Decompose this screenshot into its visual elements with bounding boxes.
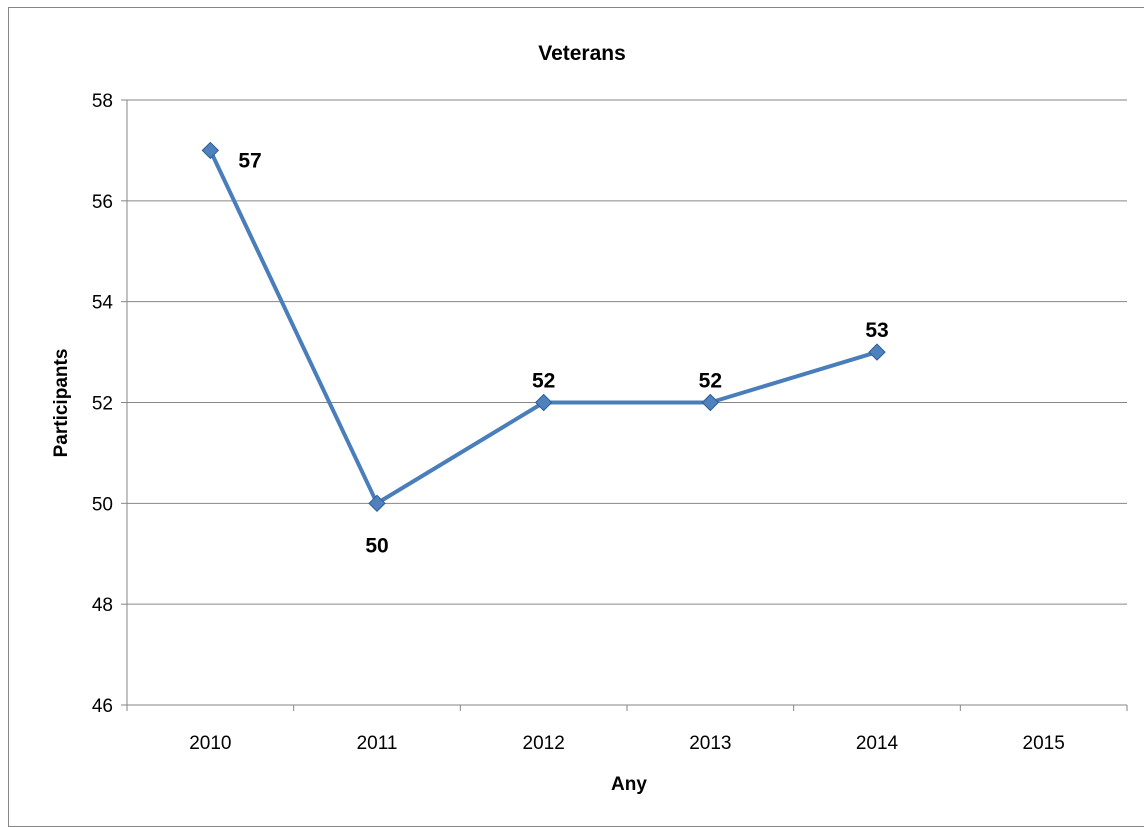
y-tick-label: 52	[92, 394, 113, 415]
chart-title: Veterans	[538, 42, 626, 65]
x-tick-label: 2014	[856, 733, 899, 754]
y-tick-label: 54	[92, 293, 114, 314]
y-axis-title: Participants	[51, 349, 72, 458]
x-tick-label: 2011	[357, 733, 398, 754]
data-label-2013: 52	[699, 370, 722, 393]
x-tick-label: 2013	[689, 733, 731, 754]
data-point-2011	[368, 494, 386, 513]
y-tick-label: 56	[92, 192, 113, 213]
data-point-2012	[534, 393, 553, 412]
data-labels: 57 50 52 52 53	[238, 149, 888, 557]
series-markers	[201, 141, 886, 513]
data-label-2014: 53	[865, 319, 888, 342]
x-tick-label: 2010	[189, 733, 231, 754]
y-tick-label: 58	[92, 91, 113, 112]
x-tick-label: 2015	[1023, 733, 1065, 754]
y-axis-tick-labels: 46 48 50 52 54 56 58	[92, 91, 114, 717]
data-label-2010: 57	[238, 149, 261, 172]
x-axis-tick-labels: 2010 2011 2012 2013 2014 2015	[189, 733, 1065, 754]
data-point-2014	[868, 343, 886, 361]
y-tick-label: 48	[92, 595, 113, 616]
data-point-2013	[701, 393, 720, 412]
data-label-2012: 52	[532, 370, 555, 393]
data-label-2011: 50	[365, 534, 388, 557]
series-line	[208, 149, 878, 506]
data-point-2010	[201, 141, 220, 160]
chart-frame	[8, 7, 1144, 827]
x-tick-label: 2012	[523, 733, 565, 754]
gridlines	[121, 99, 1128, 711]
y-tick-label: 46	[92, 696, 113, 717]
y-tick-label: 50	[92, 494, 113, 515]
x-axis-title: Any	[611, 774, 647, 795]
